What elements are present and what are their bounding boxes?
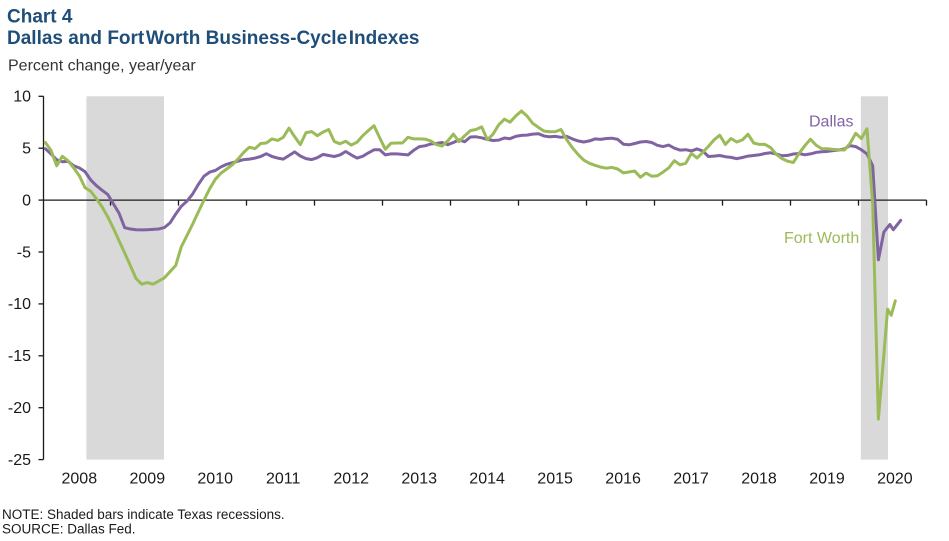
svg-text:Percent change, year/year: Percent change, year/year (8, 57, 196, 74)
svg-text:5: 5 (22, 141, 31, 158)
svg-text:2013: 2013 (401, 471, 437, 488)
svg-text:SOURCE: Dallas Fed.: SOURCE: Dallas Fed. (2, 522, 136, 537)
svg-text:-15: -15 (8, 348, 31, 365)
svg-text:2016: 2016 (605, 471, 641, 488)
svg-text:Chart 4: Chart 4 (7, 6, 73, 27)
svg-text:Dallas and Fort Worth Business: Dallas and Fort Worth Business-Cycle Ind… (7, 28, 420, 49)
svg-text:2015: 2015 (537, 471, 573, 488)
svg-text:2018: 2018 (741, 471, 777, 488)
svg-text:2012: 2012 (333, 471, 369, 488)
svg-text:2008: 2008 (62, 471, 98, 488)
svg-text:0: 0 (22, 192, 31, 209)
svg-text:2010: 2010 (197, 471, 233, 488)
svg-text:-25: -25 (8, 452, 31, 469)
svg-text:-20: -20 (8, 400, 31, 417)
svg-text:Dallas: Dallas (809, 113, 853, 130)
svg-text:Fort Worth: Fort Worth (784, 230, 859, 247)
svg-text:2009: 2009 (130, 471, 166, 488)
svg-text:2011: 2011 (266, 471, 301, 488)
svg-text:2020: 2020 (877, 471, 913, 488)
svg-text:NOTE: Shaded bars indicate Tex: NOTE: Shaded bars indicate Texas recessi… (2, 507, 285, 522)
svg-text:-5: -5 (17, 244, 31, 261)
svg-text:2017: 2017 (673, 471, 709, 488)
svg-text:2014: 2014 (469, 471, 505, 488)
svg-text:2019: 2019 (809, 471, 845, 488)
svg-text:-10: -10 (8, 296, 31, 313)
svg-text:10: 10 (13, 89, 31, 106)
